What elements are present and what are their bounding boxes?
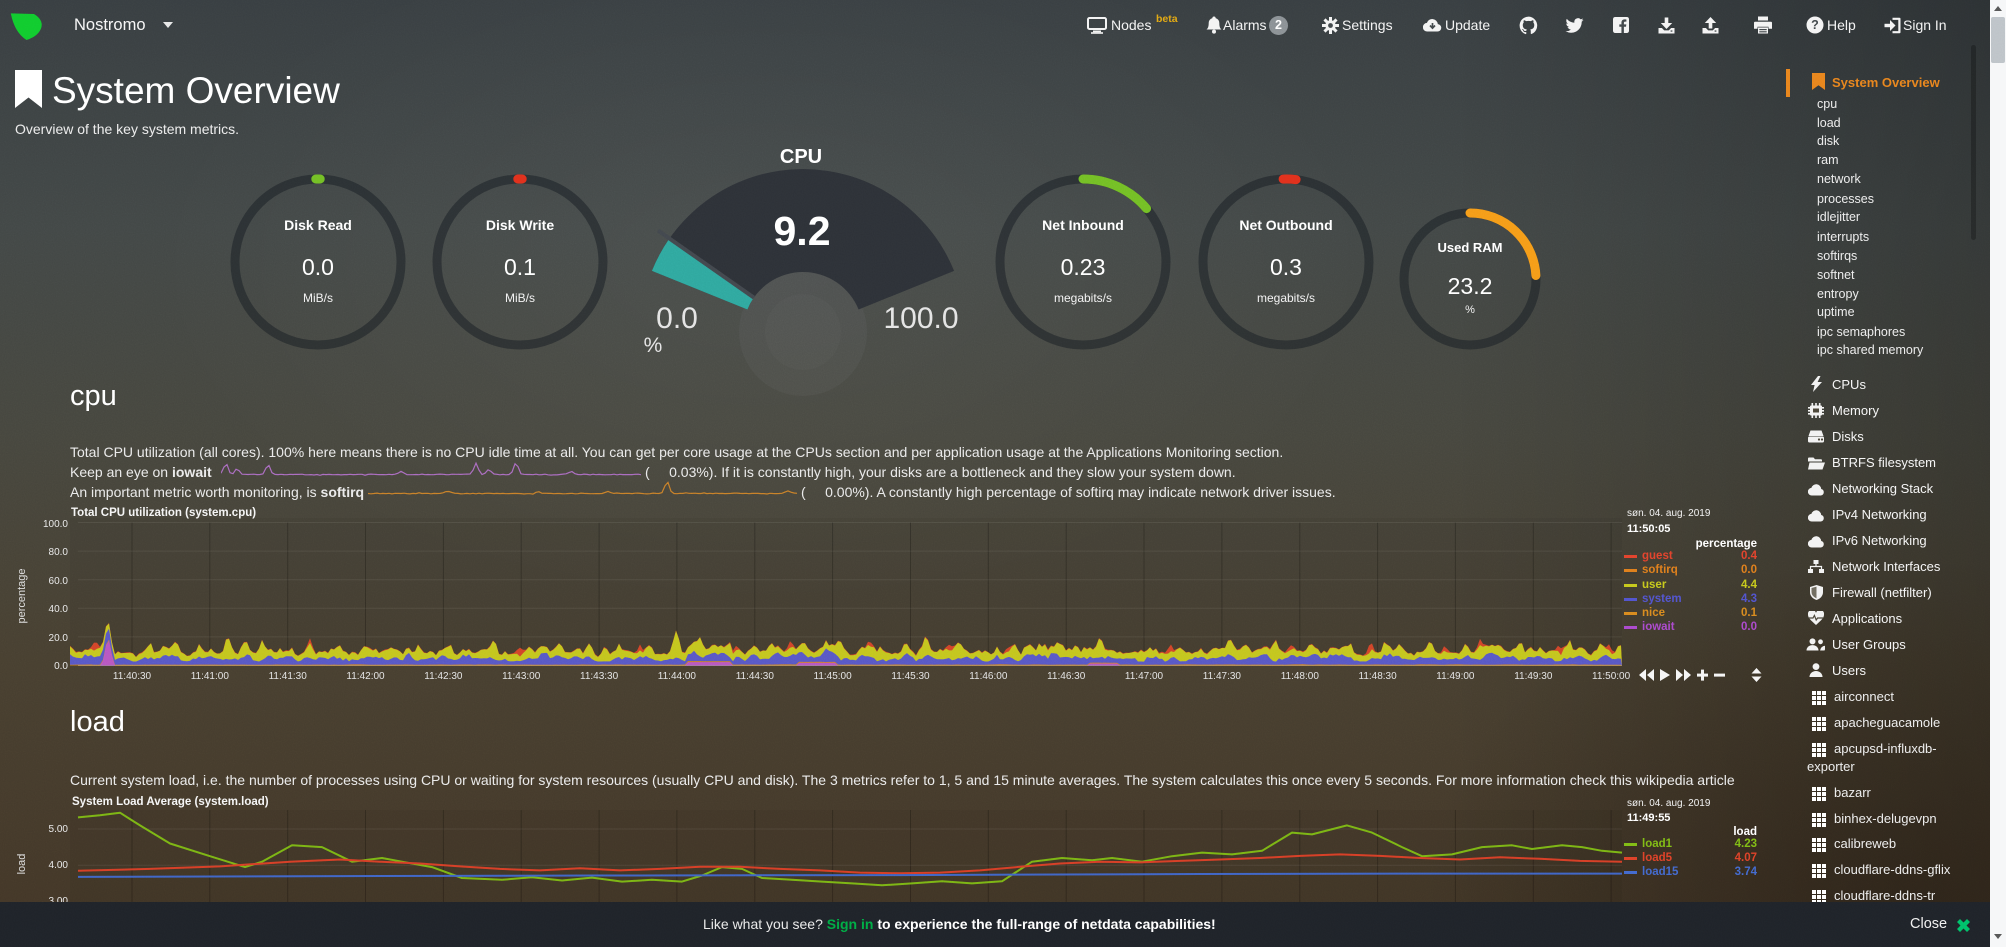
svg-text:11:45:30: 11:45:30 [891,671,930,682]
svg-text:11:43:00: 11:43:00 [502,671,541,682]
svg-text:11:47:30: 11:47:30 [1203,671,1242,682]
svg-text:11:42:00: 11:42:00 [346,671,385,682]
svg-text:?: ? [1811,18,1819,32]
svg-text:11:43:30: 11:43:30 [580,671,619,682]
svg-text:11:44:00: 11:44:00 [658,671,697,682]
svg-text:11:49:00: 11:49:00 [1436,671,1475,682]
svg-text:11:45:00: 11:45:00 [814,671,853,682]
svg-text:11:46:00: 11:46:00 [969,671,1008,682]
svg-text:11:50:00: 11:50:00 [1592,671,1631,682]
svg-text:11:41:00: 11:41:00 [191,671,230,682]
svg-text:11:46:30: 11:46:30 [1047,671,1086,682]
svg-text:11:49:30: 11:49:30 [1514,671,1553,682]
svg-text:11:47:00: 11:47:00 [1125,671,1164,682]
svg-text:11:48:30: 11:48:30 [1359,671,1398,682]
svg-text:11:41:30: 11:41:30 [269,671,308,682]
svg-text:11:48:00: 11:48:00 [1281,671,1320,682]
svg-text:11:44:30: 11:44:30 [736,671,775,682]
svg-text:11:42:30: 11:42:30 [424,671,463,682]
svg-text:11:40:30: 11:40:30 [113,671,152,682]
